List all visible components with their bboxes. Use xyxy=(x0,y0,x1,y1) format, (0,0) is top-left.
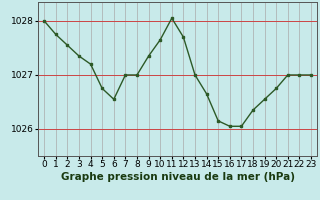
X-axis label: Graphe pression niveau de la mer (hPa): Graphe pression niveau de la mer (hPa) xyxy=(60,172,295,182)
